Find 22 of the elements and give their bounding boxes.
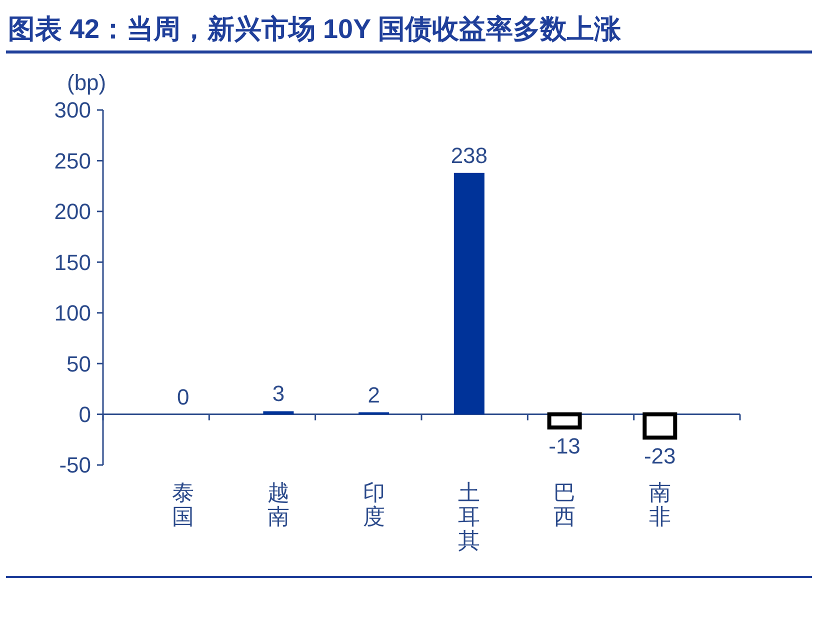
data-label: 238 <box>450 142 488 168</box>
y-tick-label: 250 <box>54 148 91 174</box>
y-tick-label: 200 <box>54 199 91 224</box>
x-tick-label: 印度 <box>362 480 385 529</box>
y-tick-label: 300 <box>54 98 91 123</box>
y-tick-label: 150 <box>54 250 91 275</box>
y-tick-label: 100 <box>54 300 91 326</box>
data-label: 0 <box>176 384 190 410</box>
y-tick-label: 0 <box>78 402 91 427</box>
y-tick-label: -50 <box>59 452 91 478</box>
y-axis-title: (bp) <box>67 70 106 95</box>
chart-title: 图表 42：当周，新兴市场 10Y 国债收益率多数上涨 <box>8 14 622 44</box>
x-tick-label: 巴西 <box>554 480 576 529</box>
x-tick-label: 土耳其 <box>458 480 480 553</box>
data-label: 3 <box>272 381 285 406</box>
data-label: -23 <box>644 444 676 469</box>
y-tick-label: 50 <box>66 351 91 376</box>
x-tick-label: 越南 <box>267 480 290 529</box>
data-label: 2 <box>368 382 380 408</box>
x-tick-label: 南非 <box>648 480 671 529</box>
x-tick-label: 泰国 <box>172 480 194 529</box>
data-label: -13 <box>548 433 580 458</box>
